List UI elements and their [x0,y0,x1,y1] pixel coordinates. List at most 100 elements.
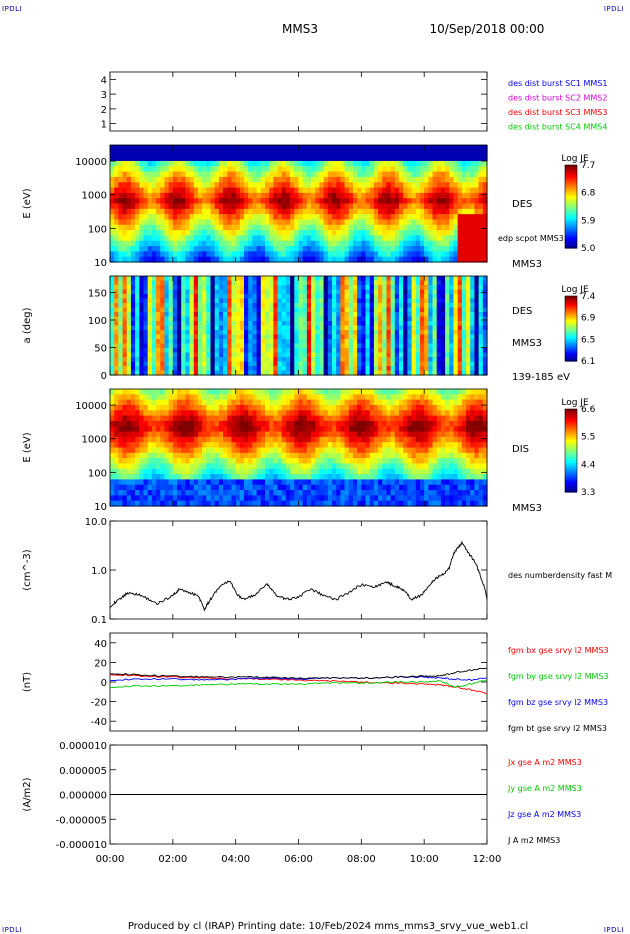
heatmap-cell [419,145,425,151]
heatmap-cell [378,219,383,226]
heatmap-cell [227,348,233,354]
heatmap-cell [273,394,279,401]
heatmap-cell [294,343,300,349]
heatmap-cell [394,343,400,349]
heatmap-cell [352,171,358,178]
heatmap-cell [344,352,350,358]
heatmap-cell [126,303,132,309]
heatmap-cell [323,285,329,291]
heatmap-cell [214,452,220,459]
heatmap-cell [235,251,241,258]
heatmap-cell [110,208,115,215]
heatmap-cell [193,436,199,443]
heatmap-cell [210,495,216,502]
heatmap-cell [357,321,362,327]
heatmap-cell [424,366,429,372]
heatmap-cell [164,285,170,291]
heatmap-cell [256,192,262,199]
heatmap-cell [252,176,258,183]
heatmap-cell [239,490,245,496]
heatmap-cell [294,352,300,358]
heatmap-cell [248,458,254,465]
heatmap-cell [453,370,459,376]
heatmap-cell [348,276,354,282]
heatmap-cell [386,303,392,309]
heatmap-cell [361,321,367,327]
heatmap-cell [248,303,254,309]
heatmap-cell [223,166,228,173]
heatmap-cell [436,321,442,327]
heatmap-cell [394,334,400,340]
heatmap-cell [294,285,300,291]
heatmap-cell [478,150,484,157]
heatmap-cell [130,276,136,282]
heatmap-cell [202,145,207,151]
heatmap-cell [168,312,174,318]
heatmap-cell [189,474,195,481]
heatmap-cell [214,325,220,331]
heatmap-cell [110,452,115,459]
heatmap-cell [445,339,450,345]
heatmap-cell [244,431,249,438]
heatmap-cell [440,182,446,189]
heatmap-cell [399,219,404,226]
heatmap-cell [260,500,266,507]
heatmap-cell [273,484,279,491]
heatmap-cell [260,289,266,295]
heatmap-cell [202,298,207,304]
heatmap-cell [139,166,145,173]
heatmap-cell [168,276,174,282]
heatmap-cell [202,312,207,318]
heatmap-cell [327,198,333,205]
heatmap-cell [147,366,153,372]
heatmap-cell [172,415,178,422]
heatmap-cell [277,256,283,263]
heatmap-cell [239,203,245,210]
heatmap-cell [411,334,417,340]
heatmap-cell [122,214,128,221]
heatmap-cell [348,285,354,291]
heatmap-cell [248,495,254,502]
heatmap-cell [110,280,115,286]
heatmap-cell [311,198,316,205]
heatmap-cell [185,426,191,433]
heatmap-cell [453,235,459,242]
heatmap-cell [336,150,341,157]
heatmap-cell [244,343,249,349]
heatmap-cell [344,214,350,221]
heatmap-cell [260,285,266,291]
heatmap-cell [135,352,140,358]
heatmap-cell [156,256,161,263]
heatmap-cell [197,357,203,363]
heatmap-cell [457,366,463,372]
heatmap-cell [168,484,174,491]
heatmap-cell [130,155,136,162]
heatmap-cell [177,361,182,367]
heatmap-cell [457,276,463,282]
heatmap-cell [139,370,145,376]
colorbar-segment [565,343,577,346]
heatmap-cell [264,235,270,242]
heatmap-cell [466,303,471,309]
heatmap-cell [311,240,316,247]
heatmap-cell [122,426,128,433]
heatmap-cell [411,224,417,231]
heatmap-cell [110,479,115,486]
heatmap-cell [390,334,396,340]
heatmap-cell [394,280,400,286]
heatmap-cell [386,160,392,167]
heatmap-cell [424,334,429,340]
heatmap-cell [135,500,140,507]
heatmap-cell [110,219,115,226]
heatmap-cell [197,145,203,151]
heatmap-cell [424,192,429,199]
heatmap-cell [327,230,333,237]
heatmap-cell [482,150,488,157]
y-axis-label: E (eV) [22,188,33,218]
heatmap-cell [210,251,216,258]
heatmap-cell [110,166,115,173]
heatmap-cell [461,307,467,313]
heatmap-cell [126,348,132,354]
heatmap-cell [348,160,354,167]
heatmap-cell [147,182,153,189]
